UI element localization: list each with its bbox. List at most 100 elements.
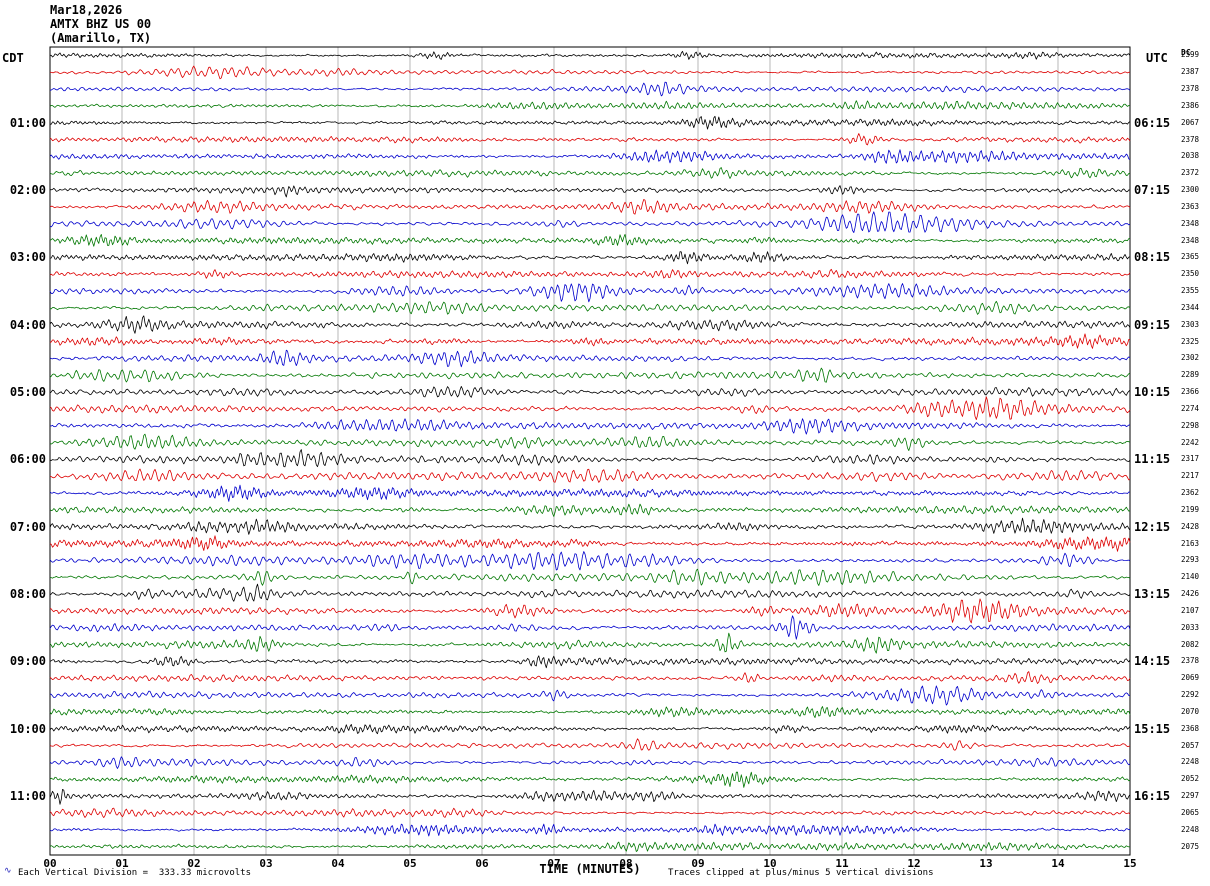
x-tick-label: 01 <box>115 857 129 870</box>
row-dc-value: 2355 <box>1181 286 1200 296</box>
trace-row-6 <box>49 149 1131 164</box>
left-hour-label: 11:00 <box>9 789 46 804</box>
row-dc-value: 2075 <box>1181 841 1200 851</box>
trace-row-5 <box>49 133 1131 146</box>
trace-row-30 <box>49 551 1131 571</box>
trace-row-13 <box>49 268 1131 279</box>
row-dc-value: 2348 <box>1181 218 1200 228</box>
row-dc-value: 2107 <box>1181 605 1200 615</box>
row-dc-value: 2297 <box>1181 791 1200 801</box>
x-tick-label: 12 <box>907 857 921 870</box>
trace-row-41 <box>49 738 1131 751</box>
row-dc-value: 2368 <box>1181 723 1200 733</box>
x-tick-label: 05 <box>403 857 417 870</box>
row-dc-value: 2428 <box>1181 521 1200 531</box>
trace-row-43 <box>49 771 1131 788</box>
trace-row-37 <box>49 671 1131 684</box>
row-dc-value: 2362 <box>1181 488 1200 498</box>
row-dc-value: 2199 <box>1181 504 1200 514</box>
trace-row-33 <box>49 598 1131 624</box>
row-dc-value: 2317 <box>1181 454 1200 464</box>
plot-header: Mar18,2026 AMTX BHZ US 00 (Amarillo, TX) <box>50 3 151 45</box>
trace-row-20 <box>49 385 1131 398</box>
row-dc-value: 2303 <box>1181 319 1200 329</box>
right-hour-label: 15:15 <box>1134 721 1171 736</box>
row-dc-value: 2070 <box>1181 706 1200 716</box>
x-axis-title: TIME (MINUTES) <box>539 862 641 876</box>
left-hour-label: 06:00 <box>9 452 46 467</box>
x-tick-label: 15 <box>1123 857 1137 870</box>
x-tick-label: 04 <box>331 857 345 870</box>
left-hour-label: 01:00 <box>9 115 46 130</box>
trace-row-35 <box>49 632 1131 654</box>
row-dc-value: 2302 <box>1181 353 1200 363</box>
x-tick-label: 06 <box>475 857 489 870</box>
row-dc-value: 2293 <box>1181 555 1200 565</box>
header-location: (Amarillo, TX) <box>50 31 152 45</box>
left-hour-label: 08:00 <box>9 587 46 602</box>
trace-row-27 <box>49 503 1131 517</box>
row-dc-value: 2248 <box>1181 757 1200 767</box>
right-hour-label: 13:15 <box>1134 587 1171 602</box>
right-hour-label: 12:15 <box>1134 519 1171 534</box>
right-hour-label: 07:15 <box>1134 183 1171 198</box>
microvolt-scale-icon: ∿ <box>4 866 12 876</box>
trace-row-22 <box>49 418 1131 435</box>
left-hour-label: 10:00 <box>9 721 46 736</box>
trace-row-32 <box>49 583 1131 602</box>
trace-row-1 <box>49 65 1131 80</box>
row-dc-value: 2325 <box>1181 336 1200 346</box>
trace-row-12 <box>49 251 1131 265</box>
trace-row-4 <box>50 115 1131 130</box>
row-dc-value: 2069 <box>1181 673 1200 683</box>
right-hour-label: 11:15 <box>1134 452 1171 467</box>
row-dc-value: 2289 <box>1181 370 1200 380</box>
left-hour-label: 09:00 <box>9 654 46 669</box>
footer-scale-note: Each Vertical Division = 333.33 microvol… <box>18 868 251 878</box>
x-tick-label: 14 <box>1051 857 1065 870</box>
dc-column-label: DC <box>1181 48 1191 57</box>
row-dc-value: 2363 <box>1181 201 1200 211</box>
trace-row-15 <box>49 300 1131 315</box>
trace-row-26 <box>49 484 1131 502</box>
left-hour-label: 05:00 <box>9 385 46 400</box>
trace-row-14 <box>49 283 1131 303</box>
x-tick-label: 02 <box>187 857 201 870</box>
row-dc-value: 2387 <box>1181 67 1200 77</box>
right-timezone-label: UTC <box>1146 51 1168 65</box>
header-station: AMTX BHZ US 00 <box>50 17 152 31</box>
row-dc-value: 2350 <box>1181 269 1200 279</box>
left-hour-label: 03:00 <box>9 250 46 265</box>
x-tick-label: 07 <box>547 857 561 870</box>
row-dc-value: 2052 <box>1181 774 1200 784</box>
row-dc-value: 2344 <box>1181 302 1200 312</box>
trace-row-31 <box>50 568 1131 586</box>
trace-row-23 <box>49 433 1131 452</box>
trace-row-7 <box>49 167 1131 179</box>
trace-row-45 <box>49 807 1131 818</box>
right-hour-label: 16:15 <box>1134 789 1171 804</box>
header-date: Mar18,2026 <box>50 3 123 17</box>
row-dc-value: 2057 <box>1181 740 1200 750</box>
row-dc-value: 2248 <box>1181 824 1200 834</box>
right-hour-label: 09:15 <box>1134 317 1171 332</box>
trace-row-2 <box>49 81 1131 97</box>
trace-row-38 <box>49 685 1131 706</box>
row-dc-value: 2242 <box>1181 437 1200 447</box>
x-tick-label: 10 <box>763 857 777 870</box>
row-dc-value: 2274 <box>1181 403 1200 413</box>
x-tick-label: 11 <box>835 857 849 870</box>
trace-row-46 <box>49 823 1131 837</box>
row-dc-value: 2163 <box>1181 538 1200 548</box>
x-tick-label: 00 <box>43 857 57 870</box>
row-dc-value: 2386 <box>1181 100 1200 110</box>
row-dc-value: 2378 <box>1181 134 1200 144</box>
x-tick-label: 09 <box>691 857 705 870</box>
left-timezone-label: CDT <box>2 51 24 65</box>
row-dc-value: 2065 <box>1181 807 1200 817</box>
trace-row-25 <box>49 468 1131 483</box>
left-hour-label: 02:00 <box>9 183 46 198</box>
row-dc-value: 2378 <box>1181 656 1200 666</box>
x-tick-label: 08 <box>619 857 633 870</box>
